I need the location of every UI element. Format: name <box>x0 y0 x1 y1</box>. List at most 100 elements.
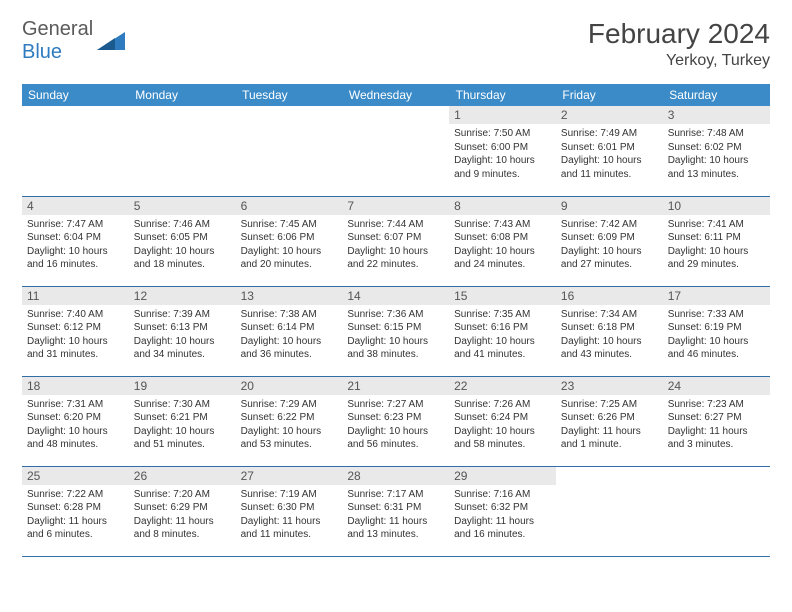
day-body: Sunrise: 7:36 AMSunset: 6:15 PMDaylight:… <box>342 305 449 367</box>
calendar-cell: 7Sunrise: 7:44 AMSunset: 6:07 PMDaylight… <box>342 196 449 286</box>
calendar-cell: 11Sunrise: 7:40 AMSunset: 6:12 PMDayligh… <box>22 286 129 376</box>
day-body: Sunrise: 7:30 AMSunset: 6:21 PMDaylight:… <box>129 395 236 457</box>
day-number: 23 <box>556 377 663 395</box>
calendar-row: 18Sunrise: 7:31 AMSunset: 6:20 PMDayligh… <box>22 376 770 466</box>
day-number: 29 <box>449 467 556 485</box>
day-number: 24 <box>663 377 770 395</box>
calendar-cell-empty <box>342 106 449 196</box>
day-body: Sunrise: 7:17 AMSunset: 6:31 PMDaylight:… <box>342 485 449 547</box>
day-number: 27 <box>236 467 343 485</box>
day-body: Sunrise: 7:47 AMSunset: 6:04 PMDaylight:… <box>22 215 129 277</box>
calendar-cell: 5Sunrise: 7:46 AMSunset: 6:05 PMDaylight… <box>129 196 236 286</box>
calendar-cell: 1Sunrise: 7:50 AMSunset: 6:00 PMDaylight… <box>449 106 556 196</box>
day-number: 4 <box>22 197 129 215</box>
calendar-cell: 25Sunrise: 7:22 AMSunset: 6:28 PMDayligh… <box>22 466 129 556</box>
calendar-cell: 18Sunrise: 7:31 AMSunset: 6:20 PMDayligh… <box>22 376 129 466</box>
day-number: 7 <box>342 197 449 215</box>
day-body: Sunrise: 7:48 AMSunset: 6:02 PMDaylight:… <box>663 124 770 186</box>
page-title: February 2024 <box>588 18 770 50</box>
calendar-cell: 2Sunrise: 7:49 AMSunset: 6:01 PMDaylight… <box>556 106 663 196</box>
day-number: 17 <box>663 287 770 305</box>
day-number: 9 <box>556 197 663 215</box>
calendar-cell: 21Sunrise: 7:27 AMSunset: 6:23 PMDayligh… <box>342 376 449 466</box>
day-body: Sunrise: 7:29 AMSunset: 6:22 PMDaylight:… <box>236 395 343 457</box>
calendar-cell: 15Sunrise: 7:35 AMSunset: 6:16 PMDayligh… <box>449 286 556 376</box>
day-body: Sunrise: 7:25 AMSunset: 6:26 PMDaylight:… <box>556 395 663 457</box>
calendar-cell: 6Sunrise: 7:45 AMSunset: 6:06 PMDaylight… <box>236 196 343 286</box>
calendar-cell: 12Sunrise: 7:39 AMSunset: 6:13 PMDayligh… <box>129 286 236 376</box>
weekday-header: Saturday <box>663 84 770 106</box>
day-body: Sunrise: 7:23 AMSunset: 6:27 PMDaylight:… <box>663 395 770 457</box>
day-number: 22 <box>449 377 556 395</box>
calendar-cell-empty <box>556 466 663 556</box>
day-number: 2 <box>556 106 663 124</box>
day-body: Sunrise: 7:46 AMSunset: 6:05 PMDaylight:… <box>129 215 236 277</box>
calendar-cell: 10Sunrise: 7:41 AMSunset: 6:11 PMDayligh… <box>663 196 770 286</box>
day-number: 16 <box>556 287 663 305</box>
calendar-cell: 23Sunrise: 7:25 AMSunset: 6:26 PMDayligh… <box>556 376 663 466</box>
day-body: Sunrise: 7:45 AMSunset: 6:06 PMDaylight:… <box>236 215 343 277</box>
calendar-cell: 16Sunrise: 7:34 AMSunset: 6:18 PMDayligh… <box>556 286 663 376</box>
day-number: 3 <box>663 106 770 124</box>
calendar-cell: 4Sunrise: 7:47 AMSunset: 6:04 PMDaylight… <box>22 196 129 286</box>
calendar-body: 1Sunrise: 7:50 AMSunset: 6:00 PMDaylight… <box>22 106 770 556</box>
day-number: 1 <box>449 106 556 124</box>
day-number: 11 <box>22 287 129 305</box>
weekday-header: Wednesday <box>342 84 449 106</box>
logo-part2: Blue <box>22 41 62 63</box>
logo-text: General Blue <box>22 18 93 64</box>
day-body: Sunrise: 7:38 AMSunset: 6:14 PMDaylight:… <box>236 305 343 367</box>
day-body: Sunrise: 7:22 AMSunset: 6:28 PMDaylight:… <box>22 485 129 547</box>
calendar-row: 25Sunrise: 7:22 AMSunset: 6:28 PMDayligh… <box>22 466 770 556</box>
day-body: Sunrise: 7:42 AMSunset: 6:09 PMDaylight:… <box>556 215 663 277</box>
calendar-cell-empty <box>663 466 770 556</box>
weekday-header: Monday <box>129 84 236 106</box>
day-number: 20 <box>236 377 343 395</box>
calendar-cell: 22Sunrise: 7:26 AMSunset: 6:24 PMDayligh… <box>449 376 556 466</box>
day-body: Sunrise: 7:35 AMSunset: 6:16 PMDaylight:… <box>449 305 556 367</box>
logo-part1: General <box>22 18 93 40</box>
weekday-header: Thursday <box>449 84 556 106</box>
logo-triangle-icon <box>97 28 125 55</box>
calendar-cell: 29Sunrise: 7:16 AMSunset: 6:32 PMDayligh… <box>449 466 556 556</box>
day-number: 28 <box>342 467 449 485</box>
calendar-cell: 24Sunrise: 7:23 AMSunset: 6:27 PMDayligh… <box>663 376 770 466</box>
day-body: Sunrise: 7:43 AMSunset: 6:08 PMDaylight:… <box>449 215 556 277</box>
calendar-cell: 17Sunrise: 7:33 AMSunset: 6:19 PMDayligh… <box>663 286 770 376</box>
day-body: Sunrise: 7:40 AMSunset: 6:12 PMDaylight:… <box>22 305 129 367</box>
calendar-head: SundayMondayTuesdayWednesdayThursdayFrid… <box>22 84 770 106</box>
calendar-cell: 9Sunrise: 7:42 AMSunset: 6:09 PMDaylight… <box>556 196 663 286</box>
day-number: 25 <box>22 467 129 485</box>
logo: General Blue <box>22 18 125 64</box>
calendar-cell-empty <box>236 106 343 196</box>
day-number: 8 <box>449 197 556 215</box>
header: General Blue February 2024 Yerkoy, Turke… <box>22 18 770 70</box>
day-number: 21 <box>342 377 449 395</box>
calendar-cell: 14Sunrise: 7:36 AMSunset: 6:15 PMDayligh… <box>342 286 449 376</box>
weekday-header: Tuesday <box>236 84 343 106</box>
day-body: Sunrise: 7:39 AMSunset: 6:13 PMDaylight:… <box>129 305 236 367</box>
calendar-cell: 13Sunrise: 7:38 AMSunset: 6:14 PMDayligh… <box>236 286 343 376</box>
day-body: Sunrise: 7:44 AMSunset: 6:07 PMDaylight:… <box>342 215 449 277</box>
day-number: 26 <box>129 467 236 485</box>
weekday-row: SundayMondayTuesdayWednesdayThursdayFrid… <box>22 84 770 106</box>
calendar-cell: 20Sunrise: 7:29 AMSunset: 6:22 PMDayligh… <box>236 376 343 466</box>
day-body: Sunrise: 7:50 AMSunset: 6:00 PMDaylight:… <box>449 124 556 186</box>
calendar-cell: 26Sunrise: 7:20 AMSunset: 6:29 PMDayligh… <box>129 466 236 556</box>
calendar-cell: 19Sunrise: 7:30 AMSunset: 6:21 PMDayligh… <box>129 376 236 466</box>
day-body: Sunrise: 7:26 AMSunset: 6:24 PMDaylight:… <box>449 395 556 457</box>
calendar-cell: 28Sunrise: 7:17 AMSunset: 6:31 PMDayligh… <box>342 466 449 556</box>
calendar-row: 1Sunrise: 7:50 AMSunset: 6:00 PMDaylight… <box>22 106 770 196</box>
day-body: Sunrise: 7:33 AMSunset: 6:19 PMDaylight:… <box>663 305 770 367</box>
day-number: 12 <box>129 287 236 305</box>
calendar-cell-empty <box>129 106 236 196</box>
day-body: Sunrise: 7:31 AMSunset: 6:20 PMDaylight:… <box>22 395 129 457</box>
calendar-cell: 3Sunrise: 7:48 AMSunset: 6:02 PMDaylight… <box>663 106 770 196</box>
calendar-cell-empty <box>22 106 129 196</box>
day-number: 19 <box>129 377 236 395</box>
page-subtitle: Yerkoy, Turkey <box>588 52 770 70</box>
day-number: 15 <box>449 287 556 305</box>
day-body: Sunrise: 7:49 AMSunset: 6:01 PMDaylight:… <box>556 124 663 186</box>
day-body: Sunrise: 7:16 AMSunset: 6:32 PMDaylight:… <box>449 485 556 547</box>
calendar-cell: 27Sunrise: 7:19 AMSunset: 6:30 PMDayligh… <box>236 466 343 556</box>
